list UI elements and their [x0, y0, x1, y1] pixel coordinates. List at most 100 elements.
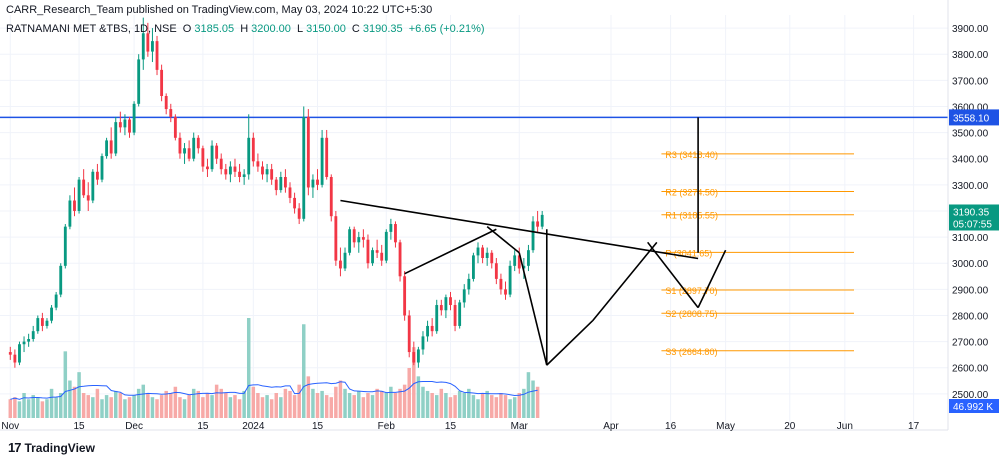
candle-body	[100, 156, 104, 180]
candle-body	[522, 265, 526, 269]
price-axis-tick-label: 2900.00	[952, 285, 989, 296]
candle-body	[348, 229, 352, 253]
candle-body	[513, 255, 517, 266]
candle-body	[63, 226, 67, 266]
candle-body	[467, 278, 471, 290]
candle-body	[421, 336, 425, 350]
close-label: C	[351, 23, 360, 35]
pattern-trendline	[592, 241, 658, 322]
volume-bar	[522, 388, 526, 418]
candle-body	[118, 122, 122, 128]
volume-bar	[136, 388, 141, 418]
time-axis-tick-label: 15	[197, 421, 209, 432]
high-label: H	[240, 23, 249, 35]
candle-body	[141, 33, 145, 60]
candle-body	[68, 200, 72, 227]
candle-body	[311, 179, 315, 188]
time-axis-tick-label: Jun	[837, 421, 853, 432]
time-axis-tick-label: Nov	[1, 421, 19, 432]
volume-bar	[178, 397, 182, 418]
volume-bar	[288, 390, 292, 418]
volume-bar	[86, 395, 90, 418]
pattern-trendline	[518, 252, 548, 366]
candle-body	[366, 239, 370, 264]
candle-body	[13, 354, 17, 363]
time-axis-tick-label: 15	[74, 421, 86, 432]
candle-body	[504, 289, 507, 295]
candle-body	[329, 177, 333, 217]
candle-body	[192, 137, 196, 159]
volume-bar	[375, 388, 379, 418]
candle-body	[242, 174, 246, 177]
volume-bar	[480, 393, 485, 418]
volume-bar	[320, 390, 324, 418]
volume-bar	[141, 384, 146, 418]
volume-bar	[72, 386, 77, 418]
candle-body	[228, 166, 232, 175]
volume-bar	[260, 397, 265, 418]
candle-body	[206, 166, 209, 170]
candle-body	[394, 224, 397, 243]
candle-body	[316, 179, 319, 185]
candle-body	[517, 255, 521, 269]
pivot-level-label: S2 (2808.75)	[665, 309, 717, 319]
candle-body	[361, 237, 365, 240]
volume-bar	[169, 393, 173, 418]
pivot-level-label: S1 (2897.70)	[665, 286, 717, 296]
volume-bar	[439, 388, 444, 418]
volume-bar	[182, 399, 187, 418]
candle-body	[371, 250, 374, 264]
volume-bar	[256, 393, 260, 418]
price-axis-tick-label: 2800.00	[952, 311, 989, 322]
volume-bar	[77, 372, 81, 418]
price-axis-tick-label: 3400.00	[952, 155, 989, 166]
volume-bar	[457, 390, 462, 418]
candle-body	[210, 145, 214, 170]
price-axis-tick-label: 3100.00	[952, 233, 989, 244]
tradingview-brand: TradingView	[24, 440, 95, 455]
volume-bar	[407, 368, 411, 418]
candle-body	[95, 171, 99, 180]
candle-body	[105, 140, 109, 157]
volume-bar	[512, 397, 517, 418]
time-axis-tick-label: 15	[312, 421, 324, 432]
tradingview-logo[interactable]: 17 TradingView	[8, 440, 95, 455]
candle-body	[178, 137, 182, 154]
volume-bar	[49, 388, 54, 418]
high-value: 3200.00	[251, 23, 291, 35]
volume-bar	[292, 395, 297, 418]
candle-body	[449, 297, 452, 306]
volume-bar	[224, 393, 228, 418]
volume-bar	[412, 347, 416, 418]
candle-body	[45, 320, 49, 326]
price-axis-tick-label: 3500.00	[952, 129, 989, 140]
pattern-trendline	[546, 320, 594, 366]
volume-bar	[283, 388, 288, 418]
candle-body	[86, 195, 90, 201]
volume-bar	[357, 390, 361, 418]
volume-bar	[8, 399, 13, 418]
candle-body	[114, 122, 118, 154]
volume-bar	[132, 395, 136, 418]
volume-ma-tag	[949, 399, 999, 413]
candle-body	[251, 137, 255, 162]
candle-body	[343, 252, 347, 269]
volume-bar	[334, 386, 338, 418]
last-price-label: 3190.35	[953, 207, 990, 218]
candle-body	[27, 339, 31, 342]
volume-bar	[205, 393, 210, 418]
candle-body	[462, 289, 466, 303]
candle-body	[274, 179, 278, 191]
candle-body	[527, 250, 530, 266]
volume-bar	[274, 393, 278, 418]
symbol-legend[interactable]: RATNAMANI MET &TBS, 1D, NSE O 3185.05 H 32…	[6, 23, 488, 35]
pattern-trendline	[340, 199, 699, 260]
pivot-level-label: R2 (3274.50)	[665, 188, 718, 198]
candle-body	[453, 305, 457, 326]
candle-body	[238, 171, 241, 177]
time-axis-tick-label: 16	[665, 421, 677, 432]
volume-bar	[379, 390, 384, 418]
candle-body	[77, 179, 81, 211]
